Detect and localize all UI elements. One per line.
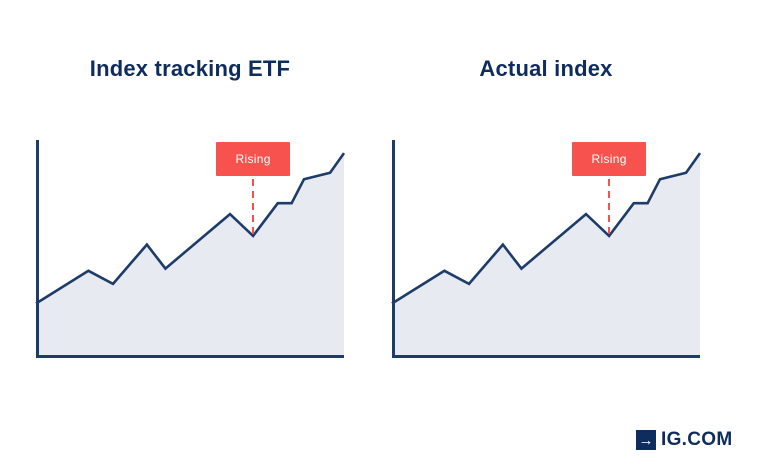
annotation-leader [608,179,611,235]
chart-area-fill [36,153,344,358]
actual-index-chart-title: Actual index [479,56,613,81]
ig-logo-text: IG.COM [661,429,733,450]
annotation-label: Rising [572,142,647,176]
arrow-right-icon: → [636,430,656,450]
annotation-leader [252,179,255,235]
etf-area-chart [35,140,346,358]
etf-chart-panel: Rising [35,140,346,358]
chart-series-line [391,152,702,305]
chart-series-line [35,152,346,305]
actual-index-chart-panel: Rising [391,140,702,358]
annotation-label-text: Rising [235,152,271,166]
annotation-label: Rising [216,142,291,176]
annotation-label-text: Rising [591,152,627,166]
ig-logo: → IG.COM [636,429,732,451]
actual-index-area-chart [391,140,702,358]
chart-area-fill [392,153,700,358]
etf-chart-title: Index tracking ETF [89,56,291,81]
